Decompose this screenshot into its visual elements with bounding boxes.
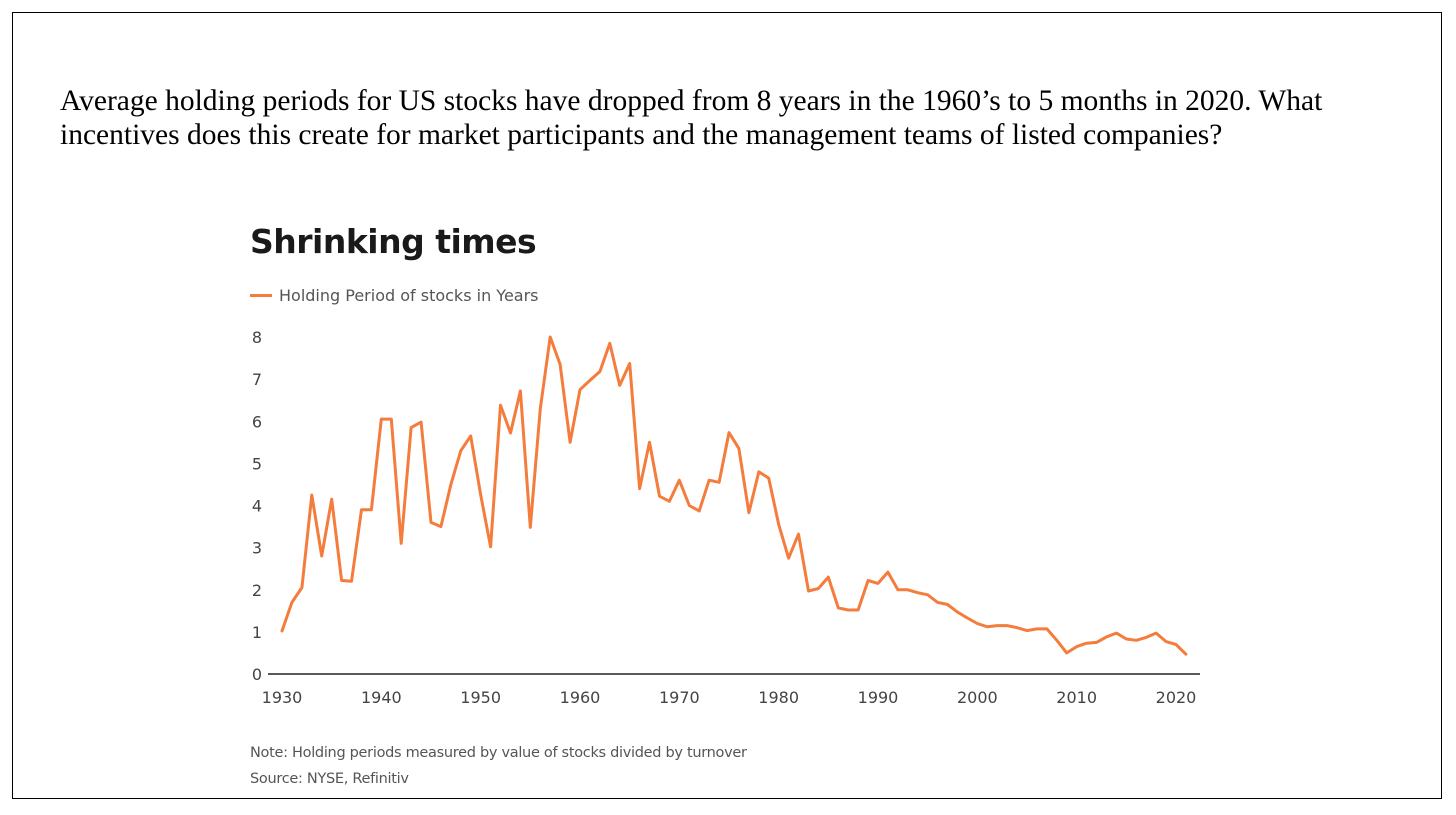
y-tick-label: 6 <box>252 412 262 431</box>
y-tick-label: 8 <box>252 328 262 347</box>
y-tick-label: 4 <box>252 497 262 516</box>
legend-swatch <box>250 294 272 297</box>
x-tick-label: 1980 <box>758 688 799 707</box>
chart-source: Source: NYSE, Refinitiv <box>250 771 409 787</box>
x-tick-label: 1950 <box>460 688 501 707</box>
slide-frame <box>12 12 1442 799</box>
y-tick-label: 0 <box>252 665 262 684</box>
x-tick-label: 2020 <box>1156 688 1197 707</box>
y-tick-label: 1 <box>252 623 262 642</box>
x-tick-label: 1940 <box>361 688 402 707</box>
x-tick-label: 2000 <box>957 688 998 707</box>
x-tick-label: 1960 <box>560 688 601 707</box>
series-line <box>280 335 1188 656</box>
x-tick-label: 1990 <box>858 688 899 707</box>
legend-label: Holding Period of stocks in Years <box>279 286 539 305</box>
question-text: Average holding periods for US stocks ha… <box>60 85 1323 151</box>
legend: Holding Period of stocks in Years <box>250 286 539 305</box>
chart-note: Note: Holding periods measured by value … <box>250 745 747 761</box>
x-tick-label: 1930 <box>262 688 303 707</box>
y-tick-label: 7 <box>252 370 262 389</box>
x-tick-label: 2010 <box>1056 688 1097 707</box>
y-tick-label: 5 <box>252 454 262 473</box>
y-tick-label: 2 <box>252 581 262 600</box>
x-tick-label: 1970 <box>659 688 700 707</box>
chart-title: Shrinking times <box>250 222 537 261</box>
y-tick-label: 3 <box>252 539 262 558</box>
